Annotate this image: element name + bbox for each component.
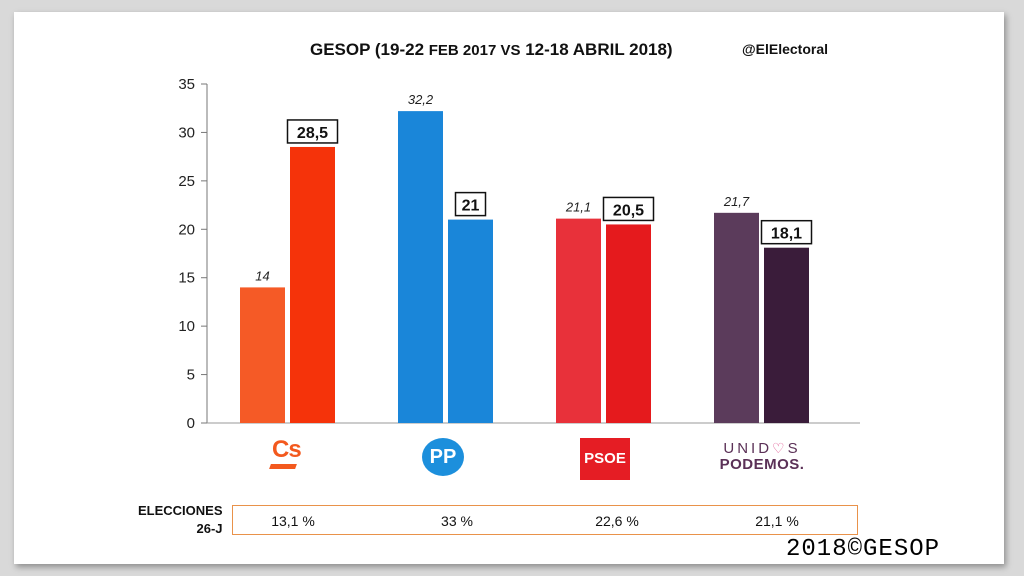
y-tick-label: 35 — [178, 76, 195, 93]
data-label-2018: 20,5 — [613, 202, 644, 219]
chart-card — [14, 12, 1004, 564]
heart-icon: ♡ — [772, 440, 788, 456]
bar-cs-2018 — [290, 146, 335, 423]
elections-label-line1: ELECCIONES — [138, 503, 223, 518]
data-label-2017: 21,7 — [723, 194, 750, 209]
y-tick-label: 5 — [187, 367, 195, 384]
bars — [240, 111, 809, 424]
unidos-text-b: S — [787, 440, 801, 457]
bar-pp-2017 — [398, 111, 443, 424]
y-tick-label: 30 — [178, 124, 195, 141]
copyright-text: 2018©GESOP — [786, 536, 941, 563]
bar-unidos-podemos-2018 — [764, 247, 809, 423]
title-part-1: GESOP (19-22 — [310, 40, 429, 59]
bar-pp-2018 — [448, 219, 493, 423]
bar-psoe-2018 — [606, 224, 651, 423]
unidos-text-a: UNID — [723, 440, 773, 457]
y-tick-label: 0 — [187, 415, 195, 432]
cs-logo-text: Cs — [272, 436, 302, 463]
bar-unidos-podemos-2017 — [714, 212, 759, 423]
data-label-2017: 21,1 — [565, 200, 591, 215]
data-label-box — [760, 219, 813, 245]
data-label-2018: 28,5 — [297, 125, 328, 142]
pp-logo: PP — [422, 438, 464, 476]
psoe-logo-text: PSOE — [584, 450, 626, 467]
y-tick-label: 10 — [178, 318, 195, 335]
y-tick-label: 20 — [178, 221, 195, 238]
data-label-box — [454, 191, 487, 217]
unidos-podemos-logo: UNID♡S PODEMOS. — [712, 440, 812, 473]
cs-logo: Cs — [269, 436, 302, 469]
title-part-2: FEB 2017 VS — [428, 42, 521, 59]
election-result-pp: 33 % — [441, 513, 473, 529]
data-label-box — [286, 119, 339, 144]
unidos-podemos-logo-line2: PODEMOS. — [719, 456, 805, 473]
bar-cs-2017 — [240, 287, 285, 423]
y-tick-label: 15 — [178, 270, 195, 287]
election-result-psoe: 22,6 % — [595, 513, 639, 529]
twitter-handle: @ElElectoral — [742, 41, 829, 57]
cs-logo-mark — [269, 464, 297, 469]
pp-logo-text: PP — [429, 446, 457, 468]
data-label-2018: 21 — [462, 198, 480, 215]
elections-label-line2: 26-J — [196, 521, 223, 536]
election-result-up: 21,1 % — [755, 513, 799, 529]
y-tick-label: 25 — [178, 173, 195, 190]
title-part-3: 12-18 ABRIL 2018) — [520, 40, 673, 59]
data-labels: 14 28,5 32,2 21 21,1 20,5 21,7 18,1 — [255, 92, 813, 283]
elections-label: ELECCIONES 26-J — [138, 502, 223, 538]
data-label-box — [602, 196, 655, 222]
data-label-2017: 32,2 — [408, 92, 434, 107]
chart-title: GESOP (19-22 FEB 2017 VS 12-18 ABRIL 201… — [310, 40, 673, 60]
psoe-logo: PSOE — [580, 438, 630, 480]
elections-results-box: 13,1 % 33 % 22,6 % 21,1 % — [232, 505, 858, 535]
data-label-2017: 14 — [255, 268, 269, 283]
election-result-cs: 13,1 % — [271, 513, 315, 529]
unidos-podemos-logo-line1: UNID♡S — [712, 440, 812, 457]
bar-psoe-2017 — [556, 218, 601, 423]
y-axis: 0 5 10 15 20 25 30 35 — [178, 76, 860, 432]
data-label-2018: 18,1 — [771, 226, 802, 243]
